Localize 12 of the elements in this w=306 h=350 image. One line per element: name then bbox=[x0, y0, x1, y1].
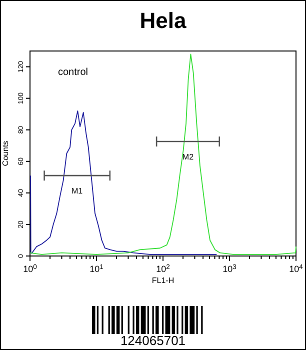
x-tick-label: 10$^{3}$ bbox=[222, 264, 237, 274]
x-tick-label: 10$^{1}$ bbox=[90, 264, 104, 274]
x-tick-label: 10$^{4}$ bbox=[289, 264, 304, 274]
series-label: M2 bbox=[182, 152, 194, 162]
annotation: control bbox=[58, 67, 88, 78]
y-axis-title: Counts bbox=[1, 140, 10, 166]
x-tick-label: 10$^{0}$ bbox=[23, 264, 38, 274]
x-axis-title: FL1-H bbox=[152, 276, 174, 285]
x-tick-label: 10$^{2}$ bbox=[156, 264, 170, 274]
text: 124065701 bbox=[120, 333, 186, 348]
chart-title: Hela bbox=[140, 8, 187, 33]
series-label: M1 bbox=[72, 186, 84, 196]
